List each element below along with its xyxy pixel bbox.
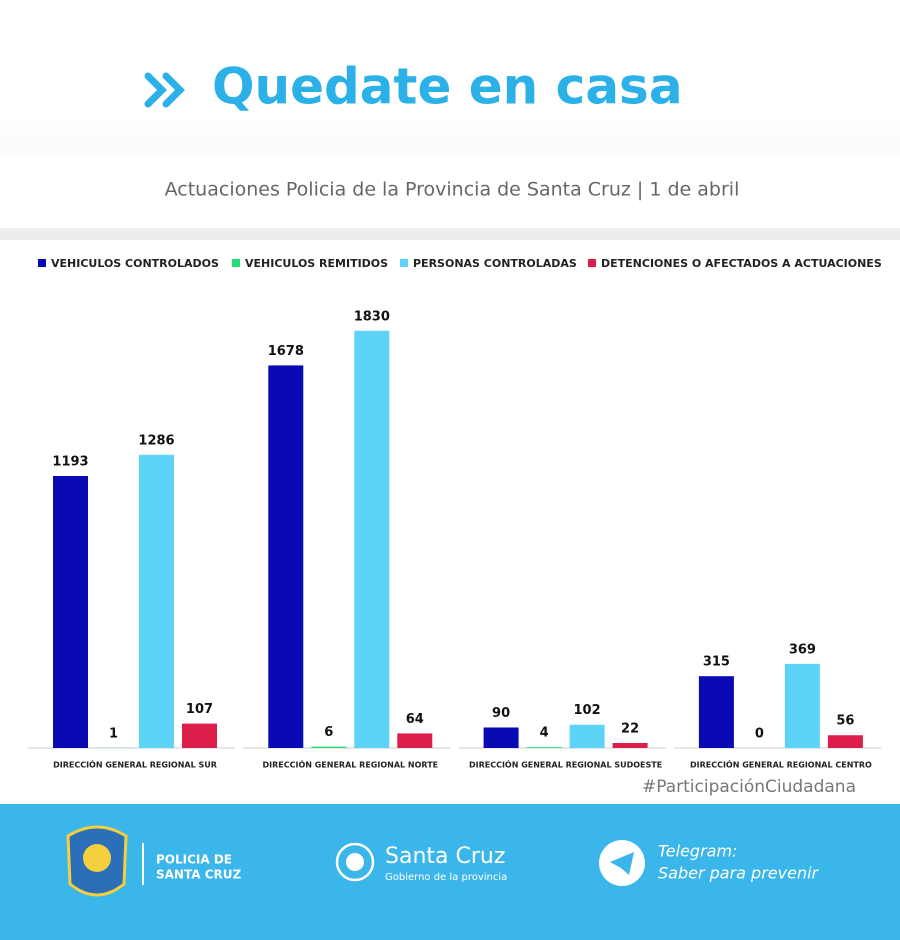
bar	[784, 663, 820, 748]
province-emblem-core	[346, 853, 364, 871]
legend-swatch	[232, 259, 240, 267]
legend-swatch	[38, 259, 46, 267]
hashtag: #ParticipaciónCiudadana	[642, 777, 856, 797]
province-emblem	[335, 842, 375, 882]
value-label: 1830	[354, 309, 390, 324]
bar	[569, 724, 605, 748]
chevron-icon	[144, 72, 185, 108]
x-tick-label: DIRECCIÓN GENERAL REGIONAL SUR	[53, 759, 217, 770]
value-label: 315	[703, 655, 730, 670]
bar	[397, 733, 433, 748]
x-tick-label: DIRECCIÓN GENERAL REGIONAL CENTRO	[690, 759, 872, 770]
bar	[354, 330, 390, 748]
province-name: Santa Cruz	[385, 844, 505, 869]
x-tick-label: DIRECCIÓN GENERAL REGIONAL SUDOESTE	[469, 759, 662, 770]
bar	[483, 727, 519, 748]
bar	[139, 454, 174, 748]
telegram-plane	[610, 852, 634, 875]
value-label: 102	[574, 703, 601, 718]
value-label: 22	[621, 721, 639, 736]
value-label: 56	[836, 714, 854, 729]
value-label: 64	[406, 712, 424, 727]
legend-swatch	[400, 259, 408, 267]
police-name: SANTA CRUZ	[156, 868, 241, 882]
legend-swatch	[588, 259, 596, 267]
bar	[182, 723, 217, 748]
province-sub: Gobierno de la provincia	[385, 872, 507, 883]
legend-label: DETENCIONES O AFECTADOS A ACTUACIONES	[601, 257, 882, 270]
value-label: 90	[492, 706, 510, 721]
bar	[53, 475, 88, 748]
x-tick-label: DIRECCIÓN GENERAL REGIONAL NORTE	[262, 759, 438, 770]
value-label: 0	[755, 727, 764, 742]
bar	[827, 735, 863, 748]
bar	[311, 746, 347, 748]
value-label: 1286	[138, 433, 174, 448]
value-label: 1	[109, 726, 118, 741]
value-label: 369	[789, 642, 816, 657]
value-label: 4	[540, 726, 549, 741]
legend-label: VEHICULOS REMITIDOS	[245, 257, 388, 270]
value-label: 6	[324, 725, 333, 740]
bar	[698, 676, 734, 748]
plot: VEHICULOS CONTROLADOS VEHICULOS REMITIDOS…	[28, 257, 882, 770]
value-label: 1678	[268, 344, 304, 359]
chart-title: Quedate en casa	[212, 58, 683, 116]
bar	[268, 365, 304, 748]
telegram-sub: Saber para prevenir	[658, 864, 820, 883]
chart-subtitle: Actuaciones Policia de la Provincia de S…	[165, 179, 740, 201]
legend-label: VEHICULOS CONTROLADOS	[51, 257, 219, 270]
subtitle-band	[0, 155, 900, 228]
value-label: 107	[186, 702, 213, 717]
telegram-label: Telegram:	[658, 842, 737, 861]
legend-label: PERSONAS CONTROLADAS	[413, 257, 577, 270]
value-label: 1193	[52, 454, 88, 469]
bar	[526, 747, 562, 748]
shield-sun	[83, 844, 111, 872]
bar	[612, 742, 648, 748]
police-name: POLICIA DE	[156, 853, 232, 867]
footer	[0, 804, 900, 940]
